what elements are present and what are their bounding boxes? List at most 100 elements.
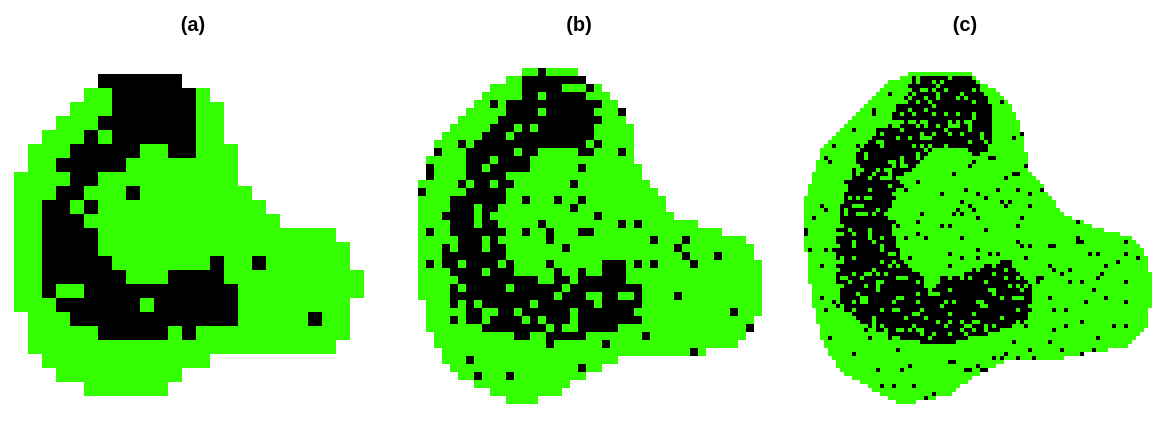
tissue-pixel (928, 216, 932, 220)
tissue-pixel (1024, 268, 1028, 272)
tissue-pixel (1076, 316, 1080, 320)
tissue-pixel (602, 124, 610, 132)
tissue-pixel (730, 300, 738, 308)
tissue-pixel (880, 344, 884, 348)
tissue-pixel (1000, 256, 1004, 260)
tissue-pixel (1104, 256, 1108, 260)
tissue-pixel (466, 324, 474, 332)
tissue-pixel (836, 160, 840, 164)
tissue-pixel (1088, 248, 1092, 252)
tissue-pixel (992, 92, 996, 96)
tissue-pixel (610, 100, 618, 108)
tissue-pixel (992, 112, 996, 116)
core-pixel (506, 316, 514, 324)
tissue-pixel (322, 340, 336, 354)
tissue-pixel (1048, 272, 1052, 276)
tissue-pixel (1144, 324, 1148, 328)
tissue-pixel (992, 252, 996, 256)
tissue-pixel (888, 184, 892, 188)
tissue-pixel (546, 148, 554, 156)
tissue-pixel (976, 172, 980, 176)
tissue-pixel (426, 156, 434, 164)
tissue-pixel (892, 252, 896, 256)
tissue-pixel (964, 120, 968, 124)
tissue-pixel (872, 120, 876, 124)
tissue-pixel (924, 228, 928, 232)
tissue-pixel (466, 340, 474, 348)
core-pixel (586, 276, 594, 284)
tissue-pixel (754, 268, 762, 276)
tissue-pixel (968, 236, 972, 240)
tissue-pixel (1124, 316, 1128, 320)
tissue-pixel (812, 248, 816, 252)
tissue-pixel (904, 180, 908, 184)
tissue-pixel (824, 160, 828, 164)
tissue-pixel (586, 156, 594, 164)
tissue-pixel (940, 360, 944, 364)
tissue-pixel (920, 380, 924, 384)
tissue-pixel (140, 354, 154, 368)
core-pixel (482, 188, 490, 196)
tissue-pixel (1072, 240, 1076, 244)
tissue-pixel (1012, 328, 1016, 332)
core-pixel (570, 300, 578, 308)
tissue-pixel (1132, 292, 1136, 296)
tissue-pixel (426, 196, 434, 204)
tissue-pixel (1044, 264, 1048, 268)
tissue-pixel (944, 392, 948, 396)
tissue-pixel (1024, 196, 1028, 200)
tissue-pixel (940, 244, 944, 248)
tissue-pixel (916, 208, 920, 212)
tissue-pixel (816, 244, 820, 248)
core-pixel (474, 148, 482, 156)
tissue-pixel (884, 328, 888, 332)
tissue-pixel (1032, 324, 1036, 328)
tissue-pixel (936, 360, 940, 364)
tissue-pixel (84, 214, 98, 228)
tissue-pixel (856, 324, 860, 328)
tissue-pixel (944, 188, 948, 192)
tissue-pixel (426, 324, 434, 332)
tissue-pixel (634, 308, 642, 316)
tissue-pixel (1132, 336, 1136, 340)
tissue-pixel (1036, 312, 1040, 316)
core-pixel (562, 124, 570, 132)
tissue-pixel (988, 216, 992, 220)
tissue-pixel (1092, 316, 1096, 320)
tissue-pixel (1048, 208, 1052, 212)
tissue-pixel (988, 348, 992, 352)
tissue-pixel (754, 276, 762, 284)
core-pixel (98, 298, 112, 312)
tissue-pixel (626, 156, 634, 164)
tissue-pixel (1096, 304, 1100, 308)
tissue-pixel (928, 248, 932, 252)
core-pixel (964, 80, 968, 84)
tissue-pixel (514, 396, 522, 404)
tissue-pixel (924, 120, 928, 124)
tissue-pixel (1020, 236, 1024, 240)
tissue-pixel (538, 244, 546, 252)
core-pixel (506, 324, 514, 332)
tissue-pixel (880, 132, 884, 136)
tissue-pixel (812, 196, 816, 200)
tissue-pixel (808, 232, 812, 236)
tissue-pixel (554, 340, 562, 348)
tissue-pixel (956, 260, 960, 264)
tissue-pixel (1136, 292, 1140, 296)
tissue-pixel (908, 380, 912, 384)
tissue-pixel (442, 148, 450, 156)
tissue-pixel (626, 268, 634, 276)
tissue-pixel (1028, 276, 1032, 280)
tissue-pixel (538, 348, 546, 356)
tissue-pixel (666, 236, 674, 244)
core-pixel (490, 252, 498, 260)
tissue-pixel (964, 180, 968, 184)
tissue-pixel (1120, 284, 1124, 288)
tissue-pixel (840, 188, 844, 192)
tissue-pixel (682, 228, 690, 236)
tissue-pixel (832, 344, 836, 348)
tissue-pixel (442, 172, 450, 180)
tissue-pixel (972, 164, 976, 168)
tissue-pixel (900, 240, 904, 244)
tissue-pixel (602, 204, 610, 212)
